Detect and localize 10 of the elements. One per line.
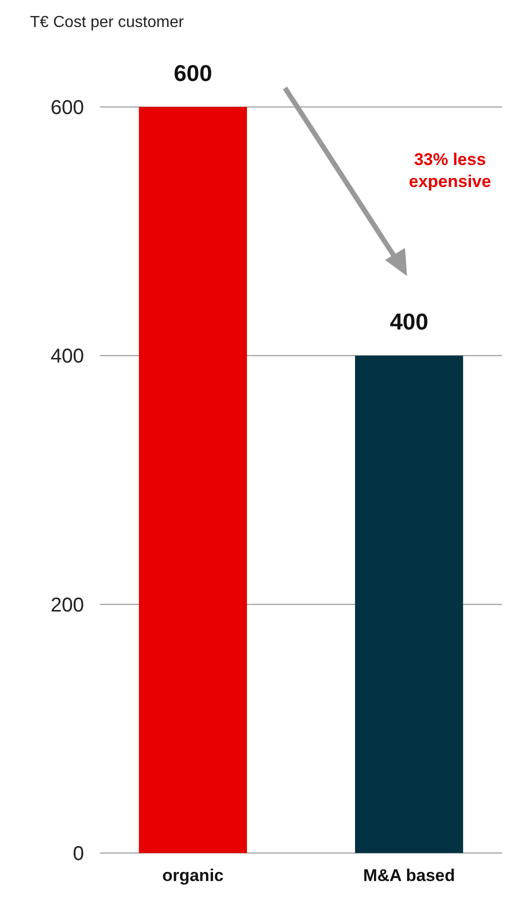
y-tick-label: 0	[72, 843, 84, 865]
data-label: 600	[174, 60, 212, 86]
y-axis-title: T€ Cost per customer	[30, 14, 184, 31]
x-tick-label: M&A based	[363, 866, 456, 885]
data-label: 400	[390, 308, 428, 335]
y-tick-label: 200	[50, 594, 84, 616]
annotation: 33% less expensive	[408, 150, 492, 191]
y-tick-label: 400	[50, 346, 84, 368]
x-tick-label: organic	[162, 866, 224, 885]
y-tick-label: 600	[50, 97, 84, 119]
